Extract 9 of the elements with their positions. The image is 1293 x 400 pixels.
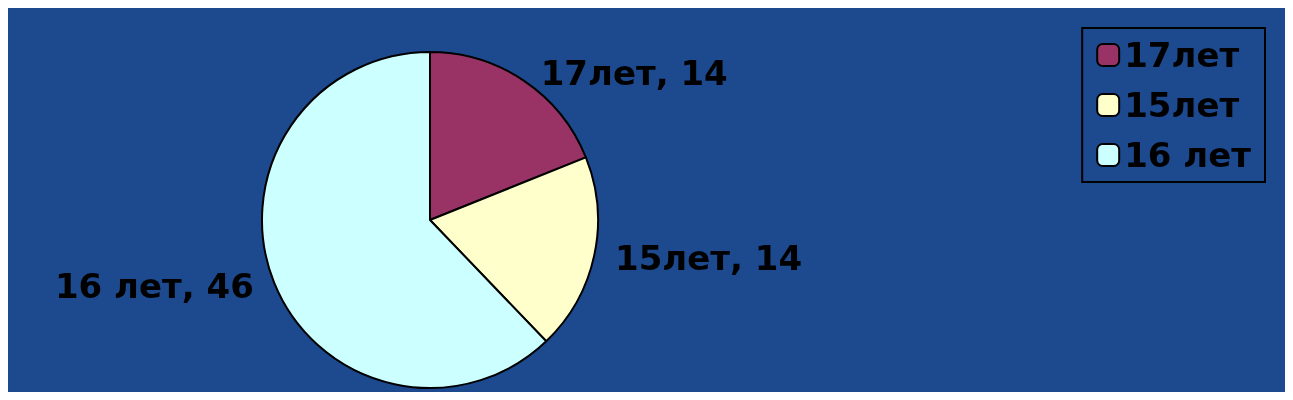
data-label: , 14 xyxy=(655,52,728,93)
slice-label: 17лет xyxy=(540,52,656,93)
data-label: , 14 xyxy=(729,237,803,278)
legend-label: 17лет xyxy=(1124,35,1240,75)
slice-label: 16 лет xyxy=(54,266,183,307)
legend-label: 15лет xyxy=(1124,85,1240,125)
data-label: , 46 xyxy=(181,266,254,307)
slice-label: 15лет xyxy=(615,237,731,278)
legend-label: 16 лет xyxy=(1124,135,1252,175)
